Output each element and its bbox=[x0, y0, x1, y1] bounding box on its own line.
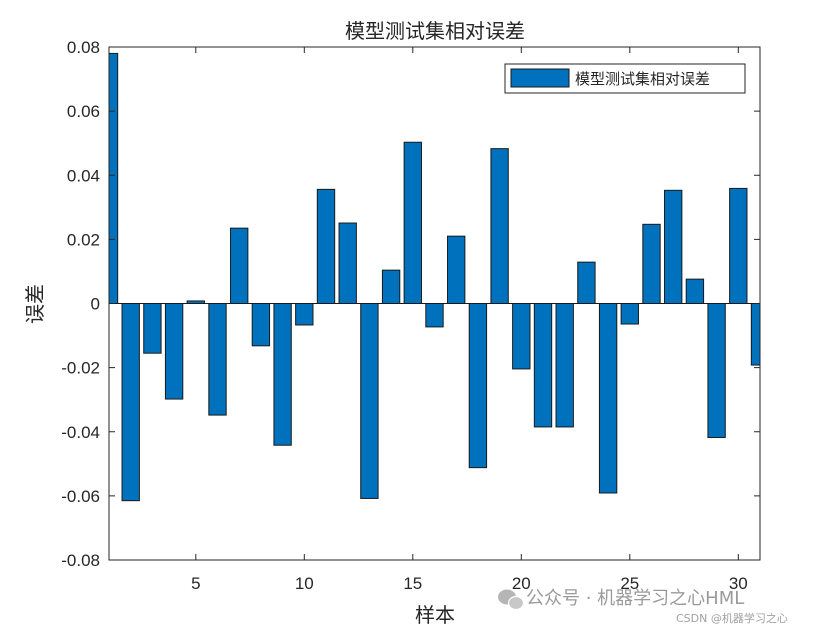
watermark: 公众号 · 机器学习之心HML CSDN @机器学习之心 bbox=[498, 588, 788, 625]
legend-swatch bbox=[510, 68, 570, 88]
y-tick-label: -0.04 bbox=[61, 423, 100, 442]
bar-27 bbox=[664, 189, 683, 305]
y-tick-label: -0.02 bbox=[61, 359, 100, 378]
y-tick-label: 0.08 bbox=[67, 38, 100, 57]
bar-26 bbox=[642, 223, 661, 304]
bar-4 bbox=[164, 303, 184, 400]
bar-22 bbox=[555, 303, 574, 428]
bar-31 bbox=[750, 303, 760, 366]
x-tick-label: 5 bbox=[191, 574, 200, 593]
bar-14 bbox=[381, 269, 401, 304]
bar-15 bbox=[403, 141, 422, 304]
bar-23 bbox=[577, 261, 596, 305]
x-tick-label: 15 bbox=[403, 574, 422, 593]
bar-16 bbox=[425, 303, 444, 328]
bar-8 bbox=[251, 303, 271, 347]
x-tick-label: 20 bbox=[512, 574, 531, 593]
bar-12 bbox=[338, 222, 357, 305]
x-tick-label: 30 bbox=[729, 574, 748, 593]
bar-19 bbox=[490, 148, 509, 304]
bar-13 bbox=[360, 303, 379, 499]
bar-21 bbox=[533, 303, 553, 428]
y-tick-label: 0.02 bbox=[67, 230, 100, 249]
bar-2 bbox=[121, 303, 140, 502]
y-tick-label: 0.04 bbox=[67, 166, 100, 185]
wechat-icon bbox=[498, 589, 525, 611]
bar-10 bbox=[295, 303, 314, 326]
y-tick-label: 0.06 bbox=[67, 102, 100, 121]
bar-20 bbox=[512, 303, 531, 370]
x-ticks: 5 10 15 20 25 30 bbox=[191, 47, 748, 593]
y-axis-title: 误差 bbox=[23, 284, 47, 324]
bar-1 bbox=[109, 52, 119, 304]
y-tick-label: 0 bbox=[91, 295, 100, 314]
bar-18 bbox=[468, 303, 488, 469]
x-tick-label: 25 bbox=[620, 574, 639, 593]
y-ticks: -0.08 -0.06 -0.04 -0.02 0 0.02 0.04 0.06 0.08 bbox=[61, 38, 760, 570]
bar-28 bbox=[685, 278, 705, 305]
chart-title: 模型测试集相对误差 bbox=[345, 19, 525, 43]
bars-layer bbox=[109, 52, 760, 502]
bar-3 bbox=[143, 303, 162, 354]
x-tick-label: 10 bbox=[295, 574, 314, 593]
watermark-subtext: CSDN @机器学习之心 bbox=[676, 611, 788, 625]
bar-24 bbox=[598, 303, 618, 494]
x-axis-title: 样本 bbox=[415, 603, 455, 627]
bar-30 bbox=[729, 187, 748, 304]
bar-25 bbox=[620, 303, 639, 325]
watermark-text: 公众号 · 机器学习之心HML bbox=[526, 588, 744, 609]
bar-7 bbox=[230, 227, 249, 304]
bar-6 bbox=[208, 303, 227, 416]
bar-11 bbox=[316, 188, 336, 304]
bar-17 bbox=[447, 235, 466, 304]
y-tick-label: -0.06 bbox=[61, 487, 100, 506]
bar-9 bbox=[273, 303, 292, 446]
legend-label: 模型测试集相对误差 bbox=[575, 70, 710, 88]
legend: 模型测试集相对误差 bbox=[504, 63, 746, 94]
bar-29 bbox=[707, 303, 726, 439]
y-tick-label: -0.08 bbox=[61, 551, 100, 570]
